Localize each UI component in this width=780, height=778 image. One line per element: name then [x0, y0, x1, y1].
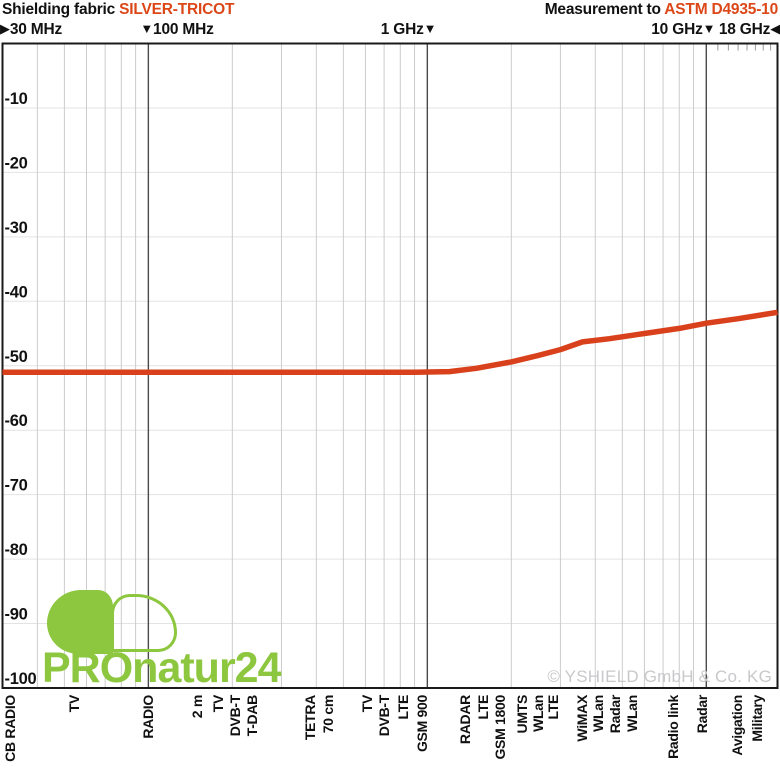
freq-scale-label: 10 GHz▼ [651, 21, 716, 38]
x-band-label: RADIO [140, 695, 157, 739]
y-tick-label: -10 [5, 90, 28, 108]
freq-marker-icon: ▶ [0, 21, 10, 36]
y-tick-label: -40 [5, 283, 28, 301]
plot-border [1, 42, 779, 689]
freq-marker-icon: ▼ [702, 21, 716, 36]
freq-marker-icon: ▼ [140, 21, 154, 36]
freq-scale-label: ▶30 MHz [0, 21, 63, 38]
x-band-label: TV [210, 695, 227, 713]
y-tick-label: -20 [5, 154, 28, 172]
logo-text: PROnatur24 [42, 644, 282, 692]
y-tick-label: -50 [5, 348, 28, 366]
x-band-label: CB RADIO [2, 695, 19, 762]
x-band-label: DVB-T [227, 695, 244, 737]
x-band-label: Avigation [728, 695, 745, 756]
x-band-label: TV [65, 695, 82, 713]
x-band-label: LTE [394, 695, 411, 720]
x-band-label: TV [359, 695, 376, 713]
measurement-standard: Measurement to ASTM D4935-10 [545, 1, 778, 19]
x-band-label: Radar [606, 695, 623, 734]
measurement-prefix: Measurement to [544, 1, 665, 18]
x-band-label: 2 m [188, 695, 205, 719]
y-tick-label: -30 [5, 219, 28, 237]
x-band-label: UMTS [513, 695, 530, 734]
standard-name: ASTM D4935-10 [664, 1, 778, 18]
x-band-label: Radar [693, 695, 710, 734]
y-tick-label: -100 [5, 670, 37, 688]
x-band-label: RADAR [457, 695, 474, 745]
fabric-name: SILVER-TRICOT [119, 1, 235, 18]
x-band-label: GSM 900 [413, 695, 430, 753]
leaf-outline-icon [111, 594, 177, 652]
x-band-label: WLan [589, 695, 606, 732]
copyright-text: © YSHIELD GmbH & Co. KG [547, 667, 772, 686]
attenuation-curve [2, 309, 778, 375]
leaf-filled-icon [47, 590, 113, 654]
freq-marker-icon: ▼ [423, 21, 437, 36]
x-band-label: WLan [529, 695, 546, 732]
x-band-label: TETRA [302, 695, 319, 741]
x-band-label: T-DAB [244, 695, 261, 737]
x-band-label: WLan [623, 695, 640, 732]
y-tick-label: -80 [5, 541, 28, 559]
x-band-label: Radio link [664, 695, 681, 759]
x-band-label: GSM 1800 [491, 695, 508, 760]
freq-scale-label: 18 GHz◀ [718, 21, 780, 38]
x-band-label: LTE [544, 695, 561, 720]
y-tick-label: -90 [5, 606, 28, 624]
y-tick-label: -60 [5, 412, 28, 430]
x-band-label: 70 cm [319, 695, 336, 734]
freq-marker-icon: ◀ [770, 21, 780, 36]
x-band-label: Military [749, 695, 766, 742]
chart-title: Shielding fabric SILVER-TRICOT [2, 1, 234, 19]
chart-title-prefix: Shielding fabric [2, 1, 120, 18]
x-band-label: WiMAX [573, 695, 590, 742]
y-tick-label: -70 [5, 477, 28, 495]
freq-scale-label: 1 GHz▼ [380, 21, 437, 38]
x-band-label: LTE [474, 695, 491, 720]
freq-scale-label: ▼100 MHz [140, 21, 214, 38]
x-band-label: DVB-T [376, 695, 393, 737]
